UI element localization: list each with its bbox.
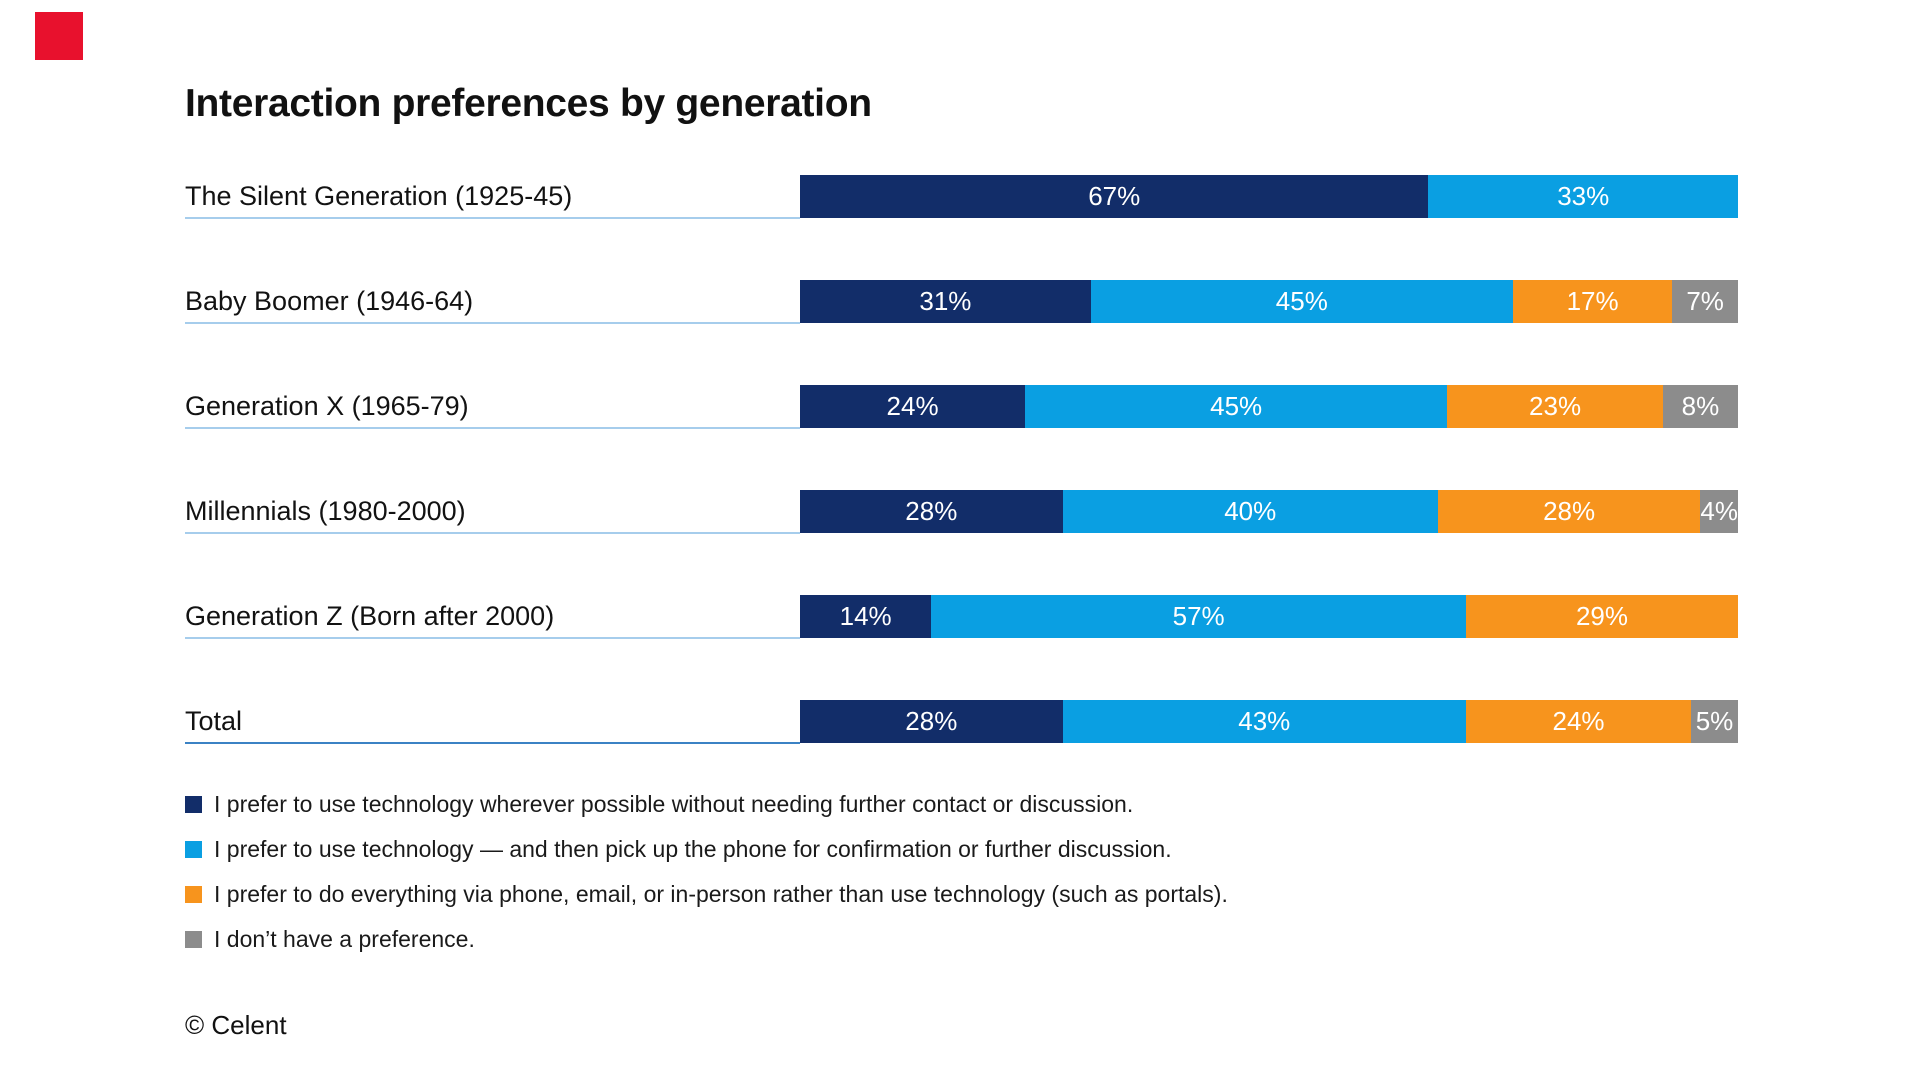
stacked-bar: 31% 45% 17% 7% (800, 280, 1738, 323)
chart-row: Total 28% 43% 24% 5% (0, 700, 1920, 745)
bar-segment: 33% (1428, 175, 1738, 218)
legend-item: I prefer to use technology — and then pi… (185, 827, 1228, 872)
legend-label: I prefer to use technology wherever poss… (214, 791, 1134, 817)
row-underline (185, 532, 800, 534)
bar-segment: 40% (1062, 490, 1438, 533)
chart-title: Interaction preferences by generation (185, 82, 872, 126)
bar-segment: 23% (1447, 385, 1663, 428)
bar-segment: 31% (800, 280, 1091, 323)
row-category-label: Generation X (1965-79) (185, 391, 469, 421)
stacked-bar: 67% 33% (800, 175, 1738, 218)
row-underline (185, 322, 800, 324)
row-underline (185, 742, 800, 744)
bar-segment: 57% (931, 595, 1466, 638)
bar-segment: 67% (800, 175, 1429, 218)
bar-segment: 24% (800, 385, 1026, 428)
legend-item: I prefer to use technology wherever poss… (185, 782, 1228, 827)
stacked-bar: 28% 43% 24% 5% (800, 700, 1738, 743)
bar-segment: 17% (1512, 280, 1673, 323)
legend-item: I don’t have a preference. (185, 917, 1228, 962)
legend-label: I prefer to do everything via phone, ema… (214, 881, 1228, 907)
bar-segment: 5% (1691, 700, 1738, 743)
chart-row: Baby Boomer (1946-64) 31% 45% 17% 7% (0, 280, 1920, 325)
chart-legend: I prefer to use technology wherever poss… (185, 782, 1228, 962)
bar-segment: 8% (1662, 385, 1738, 428)
bar-segment: 24% (1465, 700, 1692, 743)
row-category-label: Generation Z (Born after 2000) (185, 601, 555, 631)
chart-row: Generation Z (Born after 2000) 14% 57% 29% (0, 595, 1920, 640)
stacked-bar: 24% 45% 23% 8% (800, 385, 1738, 428)
bar-segment: 4% (1700, 490, 1738, 533)
chart-row: Millennials (1980-2000) 28% 40% 28% 4% (0, 490, 1920, 535)
legend-label: I don’t have a preference. (214, 926, 475, 952)
row-category-label: Millennials (1980-2000) (185, 496, 466, 526)
row-category-label: The Silent Generation (1925-45) (185, 181, 573, 211)
chart-row: Generation X (1965-79) 24% 45% 23% 8% (0, 385, 1920, 430)
bar-segment: 45% (1025, 385, 1448, 428)
bar-segment: 45% (1090, 280, 1513, 323)
bar-segment: 7% (1672, 280, 1738, 323)
stacked-bar: 28% 40% 28% 4% (800, 490, 1738, 533)
row-underline (185, 637, 800, 639)
bar-segment: 28% (1437, 490, 1701, 533)
stacked-bar: 14% 57% 29% (800, 595, 1738, 638)
legend-swatch-orange (185, 886, 202, 903)
legend-swatch-gray (185, 931, 202, 948)
legend-swatch-lightblue (185, 841, 202, 858)
row-underline (185, 217, 800, 219)
chart-row: The Silent Generation (1925-45) 67% 33% (0, 175, 1920, 220)
celent-logo-mark (35, 12, 83, 60)
legend-item: I prefer to do everything via phone, ema… (185, 872, 1228, 917)
row-category-label: Baby Boomer (1946-64) (185, 286, 474, 316)
bar-segment: 28% (800, 490, 1063, 533)
bar-segment: 29% (1465, 595, 1738, 638)
copyright-footer: © Celent (185, 1010, 287, 1040)
bar-segment: 14% (800, 595, 932, 638)
row-category-label: Total (185, 706, 243, 736)
bar-segment: 28% (800, 700, 1063, 743)
legend-swatch-navy (185, 796, 202, 813)
bar-segment: 43% (1062, 700, 1466, 743)
row-underline (185, 427, 800, 429)
legend-label: I prefer to use technology — and then pi… (214, 836, 1172, 862)
